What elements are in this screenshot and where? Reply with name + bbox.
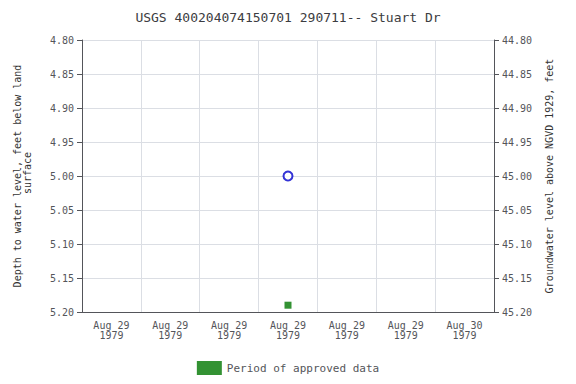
svg-text:Aug 30: Aug 30	[446, 319, 483, 331]
svg-text:45.10: 45.10	[502, 239, 532, 250]
svg-text:Aug 29: Aug 29	[211, 319, 248, 331]
svg-text:Aug 29: Aug 29	[152, 319, 189, 331]
svg-text:Aug 29: Aug 29	[387, 319, 424, 331]
svg-text:44.80: 44.80	[502, 35, 532, 46]
svg-text:1979: 1979	[99, 330, 123, 341]
svg-text:4.80: 4.80	[50, 35, 74, 46]
svg-text:Depth to water level, feet bel: Depth to water level, feet below land	[11, 64, 23, 288]
svg-text:Aug 29: Aug 29	[93, 319, 130, 331]
svg-text:USGS 400204074150701 290711--: USGS 400204074150701 290711-- Stuart Dr	[135, 10, 440, 25]
svg-text:surface: surface	[22, 152, 33, 200]
svg-text:4.95: 4.95	[50, 137, 74, 148]
svg-text:Aug 29: Aug 29	[269, 319, 307, 331]
svg-text:1979: 1979	[217, 330, 241, 341]
svg-text:1979: 1979	[394, 330, 418, 341]
svg-text:45.05: 45.05	[502, 205, 532, 216]
svg-text:1979: 1979	[276, 330, 300, 341]
svg-text:44.90: 44.90	[502, 103, 532, 114]
svg-text:Period of approved data: Period of approved data	[227, 362, 379, 375]
svg-text:5.10: 5.10	[50, 239, 74, 250]
svg-text:44.95: 44.95	[502, 137, 532, 148]
svg-text:Groundwater level above NGVD 1: Groundwater level above NGVD 1929, feet	[544, 59, 555, 294]
svg-text:5.20: 5.20	[50, 307, 74, 318]
svg-text:4.90: 4.90	[50, 103, 74, 114]
svg-text:Aug 29: Aug 29	[328, 319, 365, 331]
svg-text:4.85: 4.85	[50, 69, 74, 80]
svg-text:44.85: 44.85	[502, 69, 532, 80]
svg-text:5.15: 5.15	[50, 273, 74, 284]
svg-text:5.00: 5.00	[50, 171, 74, 182]
svg-text:45.00: 45.00	[502, 171, 532, 182]
svg-text:45.20: 45.20	[502, 307, 532, 318]
svg-text:45.15: 45.15	[502, 273, 532, 284]
svg-text:1979: 1979	[453, 330, 477, 341]
svg-text:1979: 1979	[335, 330, 359, 341]
svg-text:5.05: 5.05	[50, 205, 74, 216]
svg-text:1979: 1979	[158, 330, 182, 341]
